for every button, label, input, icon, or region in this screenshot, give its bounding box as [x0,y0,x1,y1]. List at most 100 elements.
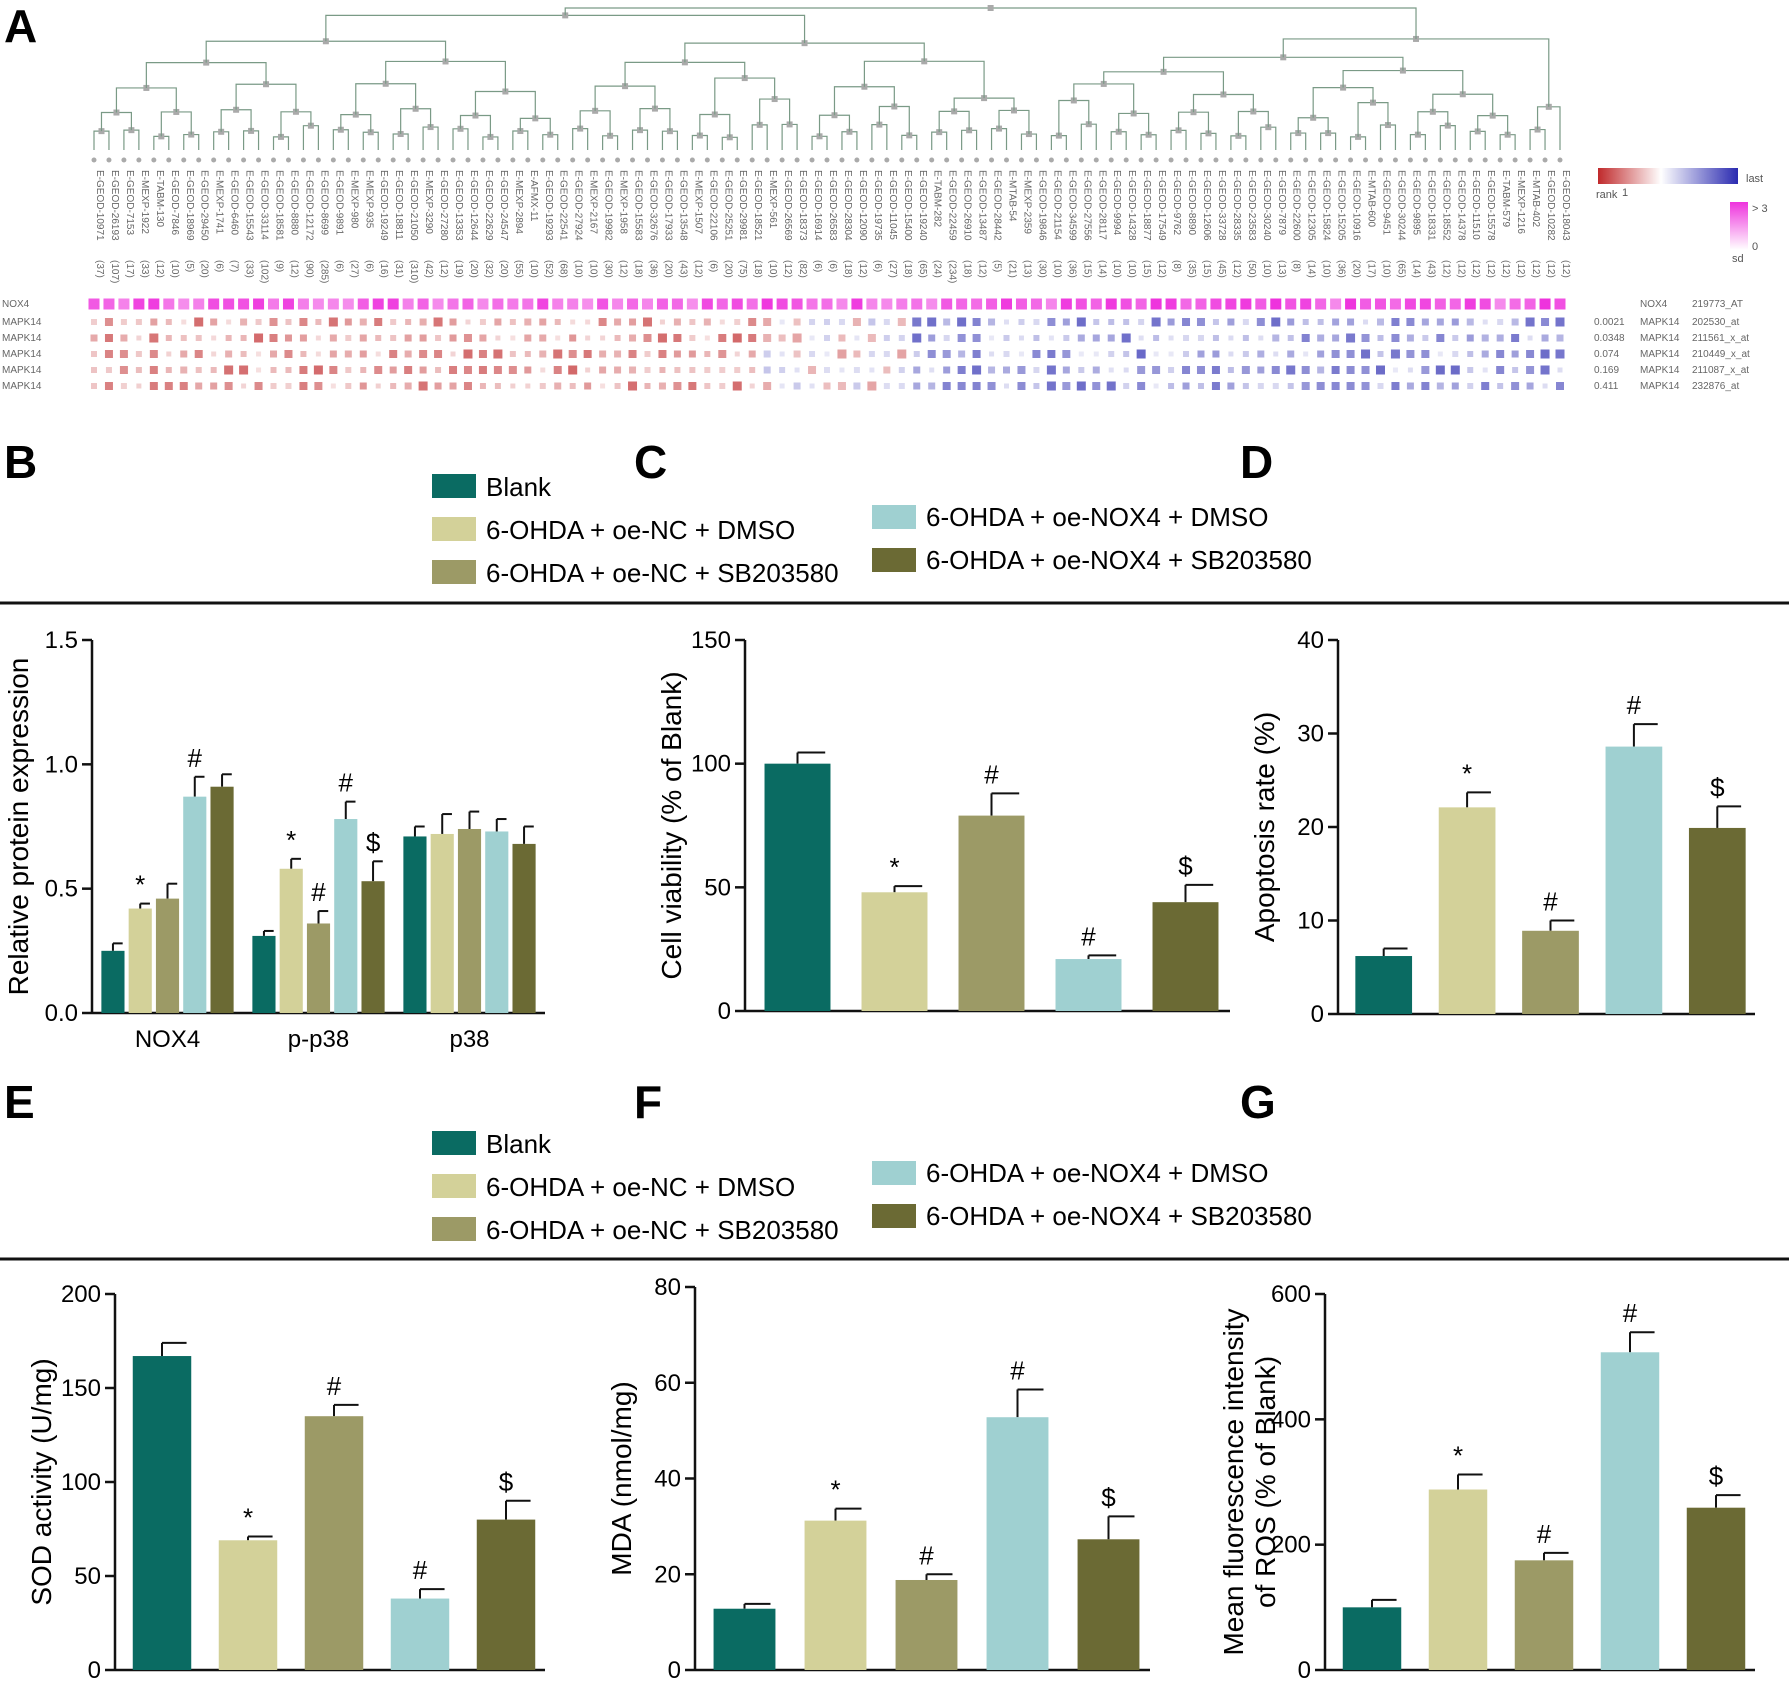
heatmap-cell [883,383,890,389]
heatmap-cell [135,351,142,357]
dataset-label: E-GEOD-17549 [1156,170,1167,241]
y-tick-label: 100 [691,751,731,778]
heatmap-cell [1285,298,1297,310]
dataset-label: E-GEOD-19846 [1036,170,1047,241]
heatmap-cell [567,298,579,310]
significance-marker: # [1081,921,1096,951]
heatmap-cell [120,383,127,389]
heatmap-cell [1228,351,1234,357]
dataset-count: (12) [438,260,449,278]
heatmap-cell [1421,318,1429,326]
heatmap-cell [1001,298,1013,310]
heatmap-cell [195,367,202,373]
heatmap-cell [1092,334,1100,342]
dendrogram-node [681,59,688,66]
heatmap-cell [315,319,322,325]
dataset-label: E-GEOD-13353 [453,170,464,241]
rank-legend: rank 1 last [1596,168,1763,201]
significance-marker: # [188,743,203,773]
heatmap-cell [1212,350,1220,358]
heatmap-cell [1092,382,1101,390]
heatmap-cell [928,334,936,342]
heatmap-cell [163,298,175,310]
dendrogram-branch [332,129,349,150]
heatmap-cell [1450,365,1460,375]
heatmap-cell [390,383,397,389]
dataset-marker [704,157,710,163]
heatmap-cell [555,335,561,341]
legend-swatch-blank [432,474,476,498]
heatmap-cell [1033,367,1040,373]
heatmap-cell [763,318,772,326]
heatmap-cell [284,350,293,358]
heatmap-cell [390,319,397,325]
bar [1688,827,1746,1014]
heatmap-cell [1332,334,1340,342]
heatmap-cell [1526,350,1535,358]
heatmap-cell [1541,318,1550,326]
heatmap-cell [1003,335,1010,341]
heatmap-cell [1524,298,1536,310]
dataset-marker [1168,157,1174,163]
heatmap-cell [1511,334,1520,342]
dataset-label: E-GEOD-28304 [842,170,853,241]
heatmap-cell [1376,318,1384,326]
heatmap-cell [375,383,381,389]
heatmap-cell [1003,351,1010,357]
heatmap-cell [224,382,233,390]
y-tick-label: 20 [654,1561,681,1588]
heatmap-cell [450,351,456,357]
heatmap-cell [1361,382,1370,390]
heatmap-cell [642,317,652,327]
bar [101,950,125,1013]
heatmap-cell [657,333,667,343]
heatmap-cell [568,350,577,358]
legend-swatch-nox4-sb [872,548,916,572]
heatmap-cell [673,334,682,342]
dataset-marker [241,157,247,163]
heatmap-cell [1360,298,1372,310]
dendrogram-node [577,125,584,132]
y-axis-label: Mean fluorescence intensity [1218,1308,1249,1655]
dataset-label: E-GEOD-28335 [1231,170,1242,241]
dataset-count: (10) [1051,260,1062,278]
dataset-marker [91,157,97,163]
bar [764,763,831,1011]
dataset-label: E-MEXP-1958 [618,170,629,234]
heatmap-cell [210,367,217,373]
dendrogram-node [1280,54,1287,61]
heatmap-cell [268,298,280,310]
dataset-count: (8) [1291,260,1302,272]
sd-legend-label: sd [1732,253,1744,265]
y-tick-label: 40 [1297,627,1324,654]
dataset-count: (12) [618,260,629,278]
heatmap-cell [344,318,352,326]
heatmap-cell [1526,366,1535,374]
heatmap-cell [673,318,681,326]
heatmap-cell [1363,319,1369,325]
dataset-count: (14) [1096,260,1107,278]
heatmap-cell [749,383,755,389]
heatmap-cell [254,333,264,343]
dendrogram-branch [759,98,791,125]
dataset-count: (12) [1455,260,1466,278]
heatmap-cell [211,351,217,357]
legend-label-nc-dmso-2: 6-OHDA + oe-NC + DMSO [486,1172,795,1202]
heatmap-cell [510,335,516,341]
heatmap-cell [599,366,607,374]
heatmap-cell [1301,334,1310,342]
heatmap-cell [836,298,848,310]
dendrogram-node [397,131,404,138]
heatmap-cell [568,365,578,375]
dataset-count: (12) [782,260,793,278]
heatmap-cell [1003,366,1011,374]
heatmap-cell [105,367,112,373]
dataset-marker [719,157,725,163]
dendrogram-branch [818,114,851,137]
heatmap-cell [180,335,187,341]
heatmap-cell [1060,298,1072,310]
dataset-count: (6) [827,260,838,272]
panel-label-a: A [4,0,37,52]
dendrogram-branch [1282,38,1550,107]
dataset-count: (6) [333,260,344,272]
